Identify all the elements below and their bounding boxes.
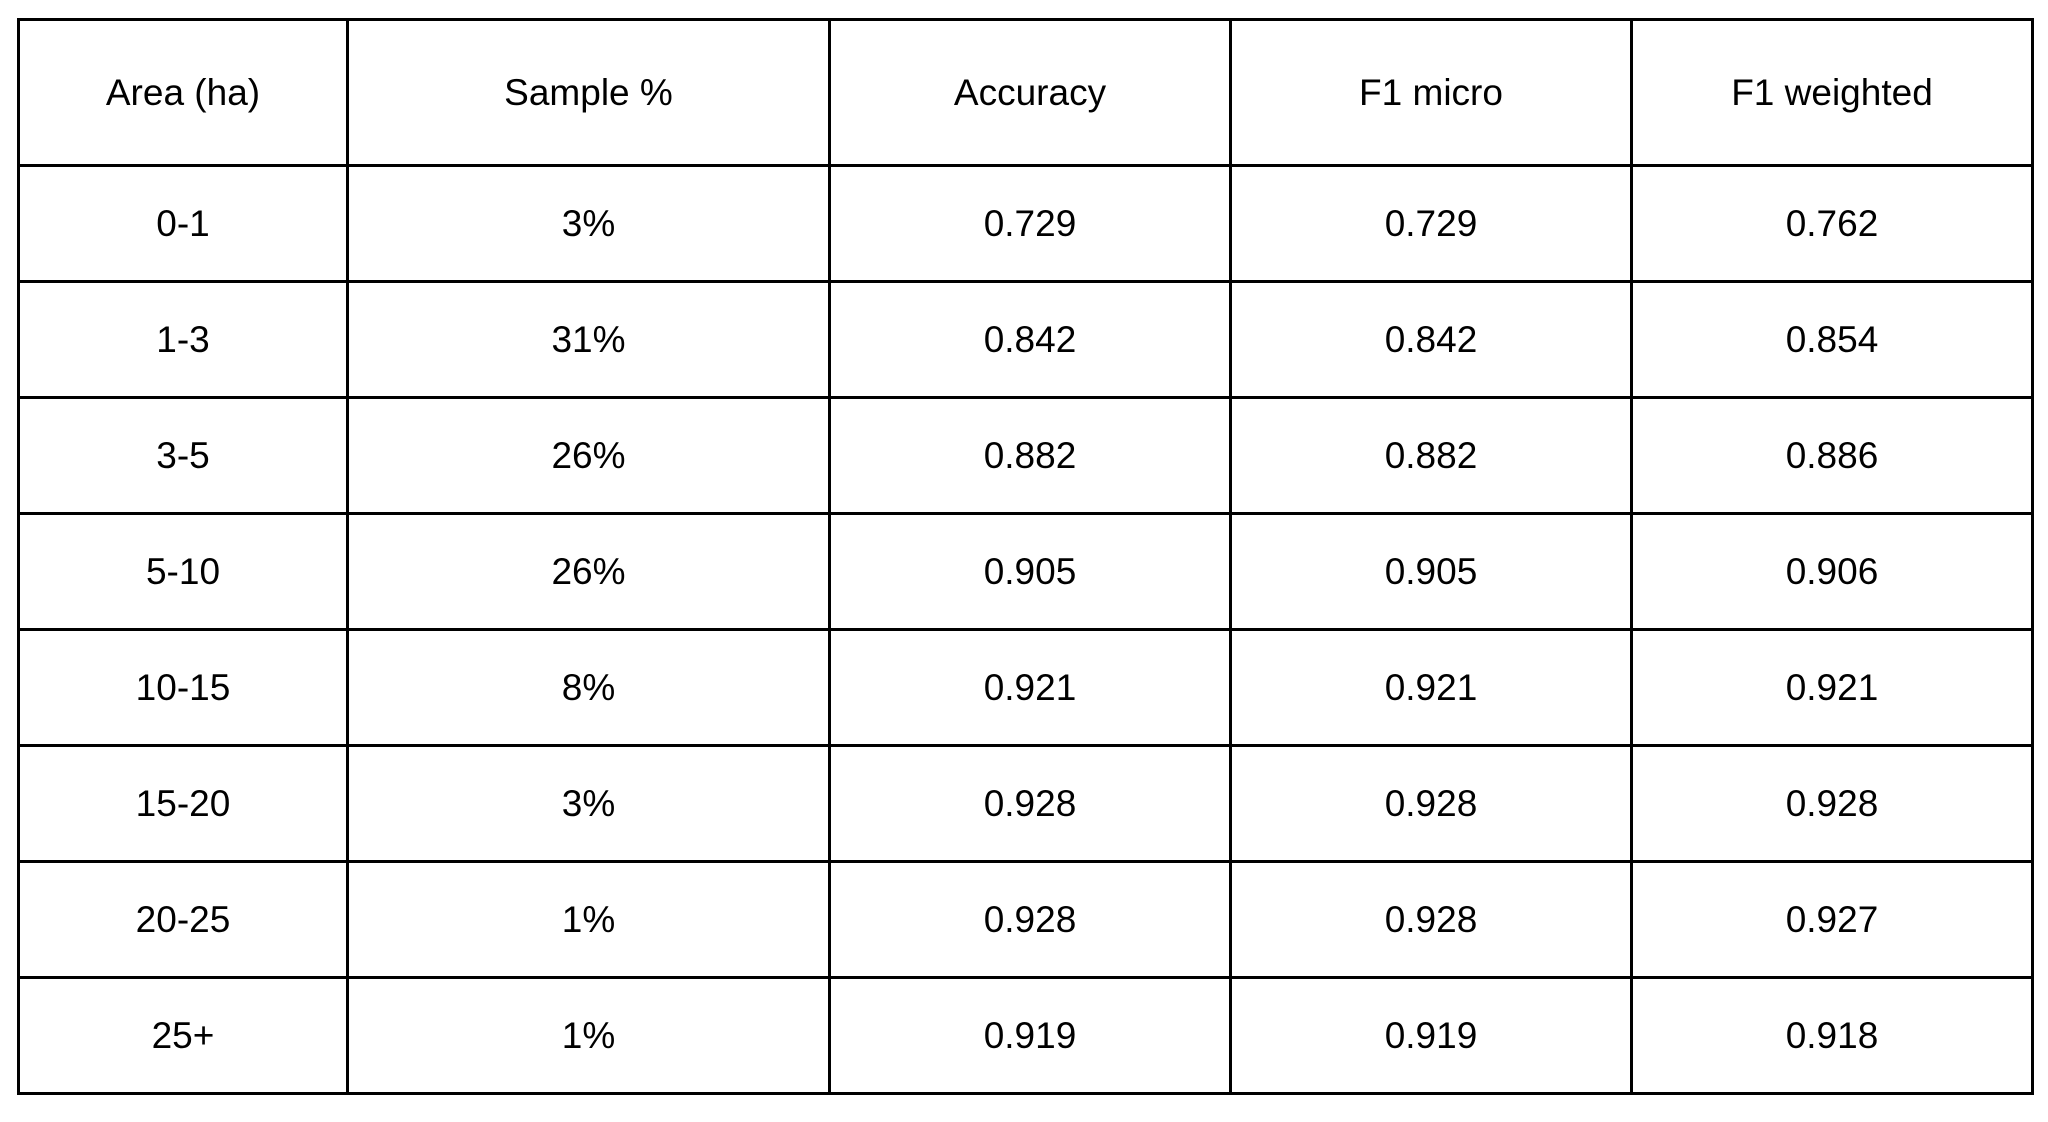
table-cell: 10-15 bbox=[17, 628, 349, 747]
table-cell: 15-20 bbox=[17, 744, 349, 863]
header-cell: F1 micro bbox=[1229, 18, 1633, 167]
table-row: 10-15 8% 0.921 0.921 0.921 bbox=[17, 628, 2034, 747]
table-cell: 0.928 bbox=[828, 860, 1232, 979]
table-cell: 0.928 bbox=[1630, 744, 2034, 863]
table-cell: 31% bbox=[346, 280, 831, 399]
table-cell: 0.842 bbox=[828, 280, 1232, 399]
table-cell: 3-5 bbox=[17, 396, 349, 515]
table-cell: 0.928 bbox=[1229, 744, 1633, 863]
table-cell: 0.921 bbox=[1229, 628, 1633, 747]
table-cell: 8% bbox=[346, 628, 831, 747]
table-cell: 0.882 bbox=[828, 396, 1232, 515]
table-cell: 0.762 bbox=[1630, 164, 2034, 283]
table-row: 0-1 3% 0.729 0.729 0.762 bbox=[17, 164, 2034, 283]
table-row: 5-10 26% 0.905 0.905 0.906 bbox=[17, 512, 2034, 631]
table-cell: 0.918 bbox=[1630, 976, 2034, 1095]
header-cell: Sample % bbox=[346, 18, 831, 167]
table-cell: 0.842 bbox=[1229, 280, 1633, 399]
table-cell: 0.882 bbox=[1229, 396, 1633, 515]
table-cell: 20-25 bbox=[17, 860, 349, 979]
table-cell: 3% bbox=[346, 164, 831, 283]
table-cell: 25+ bbox=[17, 976, 349, 1095]
table-row: 1-3 31% 0.842 0.842 0.854 bbox=[17, 280, 2034, 399]
table-cell: 26% bbox=[346, 396, 831, 515]
table-cell: 0.919 bbox=[1229, 976, 1633, 1095]
table-cell: 0.921 bbox=[1630, 628, 2034, 747]
table-cell: 0.729 bbox=[1229, 164, 1633, 283]
table-cell: 0.928 bbox=[1229, 860, 1633, 979]
table-cell: 26% bbox=[346, 512, 831, 631]
header-cell: Accuracy bbox=[828, 18, 1232, 167]
table-cell: 1-3 bbox=[17, 280, 349, 399]
table-cell: 0.886 bbox=[1630, 396, 2034, 515]
table-row: 25+ 1% 0.919 0.919 0.918 bbox=[17, 976, 2034, 1095]
table-row: 15-20 3% 0.928 0.928 0.928 bbox=[17, 744, 2034, 863]
table-cell: 1% bbox=[346, 976, 831, 1095]
header-cell: F1 weighted bbox=[1630, 18, 2034, 167]
table-body: 0-1 3% 0.729 0.729 0.762 1-3 31% 0.842 0.842 0.85… bbox=[17, 164, 2034, 1095]
table-cell: 0.921 bbox=[828, 628, 1232, 747]
table-cell: 0.729 bbox=[828, 164, 1232, 283]
table-header: Area (ha) Sample % Accuracy F1 micro F1 weig… bbox=[17, 18, 2034, 167]
table-cell: 0.919 bbox=[828, 976, 1232, 1095]
table-cell: 0.927 bbox=[1630, 860, 2034, 979]
header-cell: Area (ha) bbox=[17, 18, 349, 167]
table-cell: 0.854 bbox=[1630, 280, 2034, 399]
table-cell: 0-1 bbox=[17, 164, 349, 283]
table-cell: 0.928 bbox=[828, 744, 1232, 863]
table-cell: 3% bbox=[346, 744, 831, 863]
table-row: 3-5 26% 0.882 0.882 0.886 bbox=[17, 396, 2034, 515]
table-row: 20-25 1% 0.928 0.928 0.927 bbox=[17, 860, 2034, 979]
table-cell: 0.906 bbox=[1630, 512, 2034, 631]
header-row: Area (ha) Sample % Accuracy F1 micro F1 weig… bbox=[17, 18, 2034, 167]
table-cell: 1% bbox=[346, 860, 831, 979]
table-cell: 5-10 bbox=[17, 512, 349, 631]
table-cell: 0.905 bbox=[828, 512, 1232, 631]
table-cell: 0.905 bbox=[1229, 512, 1633, 631]
results-table: Area (ha) Sample % Accuracy F1 micro F1 weig… bbox=[17, 18, 2034, 1095]
